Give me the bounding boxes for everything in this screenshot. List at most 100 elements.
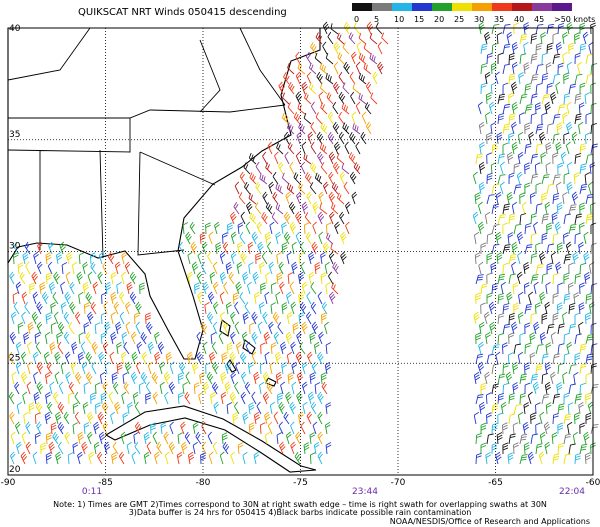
- wind-barb: [249, 322, 255, 335]
- wind-barb: [556, 382, 563, 395]
- wind-barb: [472, 171, 478, 185]
- wind-barb: [303, 442, 310, 455]
- wind-barb: [523, 282, 530, 295]
- wind-barb: [583, 431, 590, 445]
- wind-barb: [40, 442, 46, 455]
- wind-barb: [289, 401, 296, 415]
- wind-barb: [127, 402, 133, 415]
- wind-barb: [540, 152, 547, 165]
- wind-barb: [497, 313, 505, 325]
- wind-barb: [541, 273, 549, 285]
- wind-barb: [578, 241, 584, 255]
- wind-barb: [309, 432, 316, 445]
- wind-barb: [232, 292, 239, 305]
- lon-label: -90: [1, 478, 16, 488]
- wind-barb: [301, 81, 308, 95]
- wind-barb: [304, 92, 312, 105]
- wind-barb: [495, 451, 502, 465]
- wind-barb: [9, 271, 15, 285]
- wind-barb: [477, 361, 485, 375]
- wind-barb: [261, 251, 268, 265]
- wind-barb: [535, 344, 544, 355]
- wind-barb: [269, 221, 275, 235]
- wind-barb: [126, 441, 132, 455]
- wind-barb: [168, 381, 176, 395]
- wind-barb: [320, 162, 328, 175]
- wind-barb: [306, 311, 312, 325]
- wind-barb: [550, 91, 557, 105]
- wind-barb: [69, 301, 76, 315]
- wind-barb: [524, 182, 531, 195]
- wind-barb: [358, 73, 367, 85]
- wind-barb: [26, 381, 32, 395]
- wind-barb: [343, 61, 350, 75]
- wind-barb: [501, 342, 508, 355]
- wind-barb: [517, 311, 524, 325]
- legend-swatch: [472, 3, 492, 11]
- wind-barb: [508, 52, 515, 65]
- wind-barb: [125, 321, 131, 335]
- wind-barb: [114, 261, 121, 275]
- wind-barb: [578, 321, 584, 335]
- wind-barb: [248, 402, 255, 415]
- wind-barb: [508, 172, 515, 185]
- wind-barb: [210, 391, 216, 405]
- wind-barb: [111, 452, 118, 465]
- wind-barb: [511, 121, 517, 135]
- wind-barb: [296, 191, 302, 205]
- wind-barb: [157, 341, 165, 355]
- legend-swatch: [372, 3, 392, 11]
- wind-barb: [268, 321, 274, 335]
- wind-barb: [295, 151, 301, 165]
- note-line: 3)Data buffer is 24 hrs for 050415 4)Bla…: [129, 508, 472, 517]
- wind-barb: [301, 321, 308, 335]
- wind-barb: [81, 441, 88, 455]
- wind-barb: [328, 191, 336, 205]
- wind-barb: [82, 281, 89, 295]
- wind-barb: [52, 431, 59, 445]
- wind-barb: [490, 262, 497, 275]
- wind-barb: [552, 53, 561, 65]
- wind-barb: [43, 351, 50, 365]
- wind-barb: [15, 341, 22, 355]
- wind-barb: [319, 203, 328, 215]
- wind-barb: [60, 301, 67, 315]
- wind-barb: [262, 151, 268, 165]
- wind-barb: [497, 52, 504, 65]
- wind-barb: [108, 391, 114, 405]
- wind-barb: [530, 173, 539, 185]
- wind-barb: [278, 161, 284, 175]
- wind-barb: [300, 261, 306, 275]
- wind-barb: [309, 452, 316, 465]
- wind-barb: [266, 381, 274, 395]
- wind-barb: [57, 401, 65, 415]
- wind-barb: [129, 291, 137, 305]
- wind-barb: [502, 142, 509, 154]
- wind-barb: [574, 452, 581, 465]
- wind-barb: [239, 291, 246, 305]
- wind-barb: [538, 131, 546, 145]
- wind-barb: [259, 173, 268, 185]
- wind-barb: [516, 231, 524, 245]
- legend-label: 15: [414, 15, 424, 24]
- wind-barb: [486, 232, 493, 245]
- wind-barb: [343, 181, 350, 195]
- wind-barb: [314, 172, 323, 185]
- wind-barb: [284, 151, 290, 165]
- wind-barb: [584, 312, 591, 325]
- wind-barb: [317, 351, 324, 365]
- wind-barb: [308, 62, 317, 75]
- wind-barb: [244, 381, 251, 395]
- wind-barb: [519, 192, 525, 205]
- wind-barb: [312, 221, 317, 235]
- wind-barb: [120, 351, 127, 365]
- wind-barb: [109, 351, 115, 365]
- wind-barb: [286, 311, 293, 325]
- wind-barb: [19, 271, 26, 285]
- wind-barb: [545, 342, 552, 355]
- wind-barb: [276, 142, 284, 155]
- wind-barb: [568, 83, 577, 95]
- wind-barb: [480, 382, 487, 394]
- wind-barb: [566, 61, 572, 75]
- wind-barb: [95, 382, 101, 395]
